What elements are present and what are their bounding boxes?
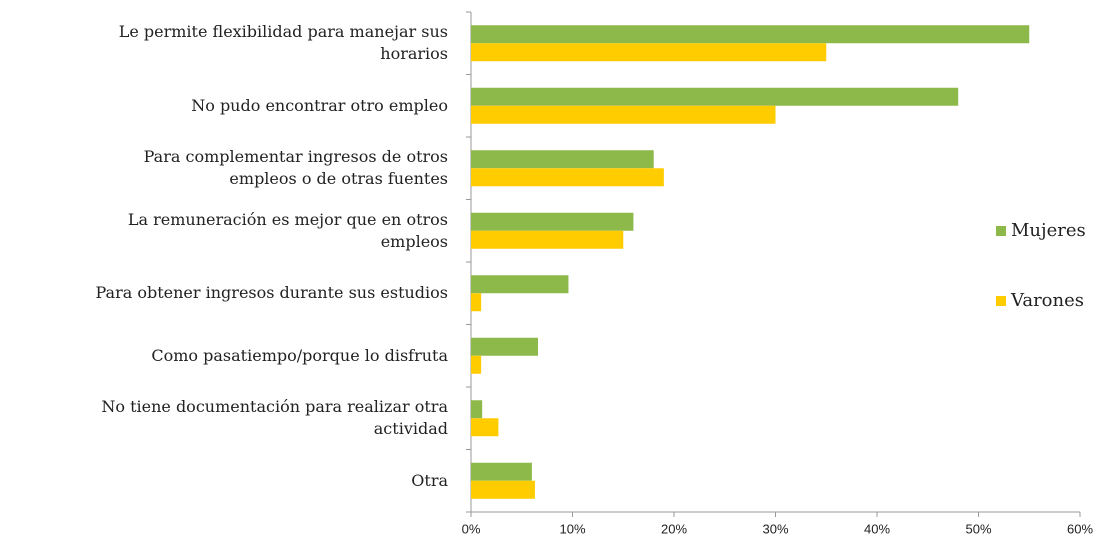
legend-label: Mujeres: [1011, 220, 1086, 241]
x-tick-label: 60%: [1067, 521, 1093, 536]
x-tick-label: 0%: [462, 521, 481, 536]
category-label: No pudo encontrar otro empleo: [191, 95, 448, 115]
bar: [471, 25, 1030, 44]
category-label: Como pasatiempo/porque lo disfruta: [151, 345, 448, 365]
bar: [471, 212, 634, 231]
bar: [471, 168, 664, 187]
category-label: La remuneración es mejor que en otros em…: [127, 209, 448, 251]
bar: [471, 43, 827, 62]
bar: [471, 275, 569, 294]
bar: [471, 105, 776, 124]
x-tick-label: 20%: [661, 521, 687, 536]
category-label: Otra: [411, 470, 448, 490]
bar: [471, 480, 535, 499]
bar: [471, 400, 483, 419]
legend-label: Varones: [1010, 290, 1084, 311]
legend-swatch: [996, 296, 1006, 306]
bar: [471, 337, 538, 356]
x-tick-label: 40%: [864, 521, 890, 536]
category-label: No tiene documentación para realizar otr…: [101, 397, 448, 439]
x-tick-label: 10%: [559, 521, 585, 536]
x-tick-label: 30%: [762, 521, 788, 536]
category-label: Para obtener ingresos durante sus estudi…: [95, 283, 448, 303]
bar: [471, 150, 654, 169]
bar: [471, 293, 482, 312]
bar: [471, 462, 532, 481]
legend-swatch: [996, 226, 1006, 236]
x-tick-label: 50%: [965, 521, 991, 536]
bar: [471, 355, 482, 374]
category-label: Le permite flexibilidad para manejar sus…: [118, 22, 448, 64]
bar: [471, 87, 959, 106]
category-label: Para complementar ingresos de otros empl…: [143, 147, 448, 189]
bar: [471, 230, 624, 249]
bar: [471, 418, 499, 437]
